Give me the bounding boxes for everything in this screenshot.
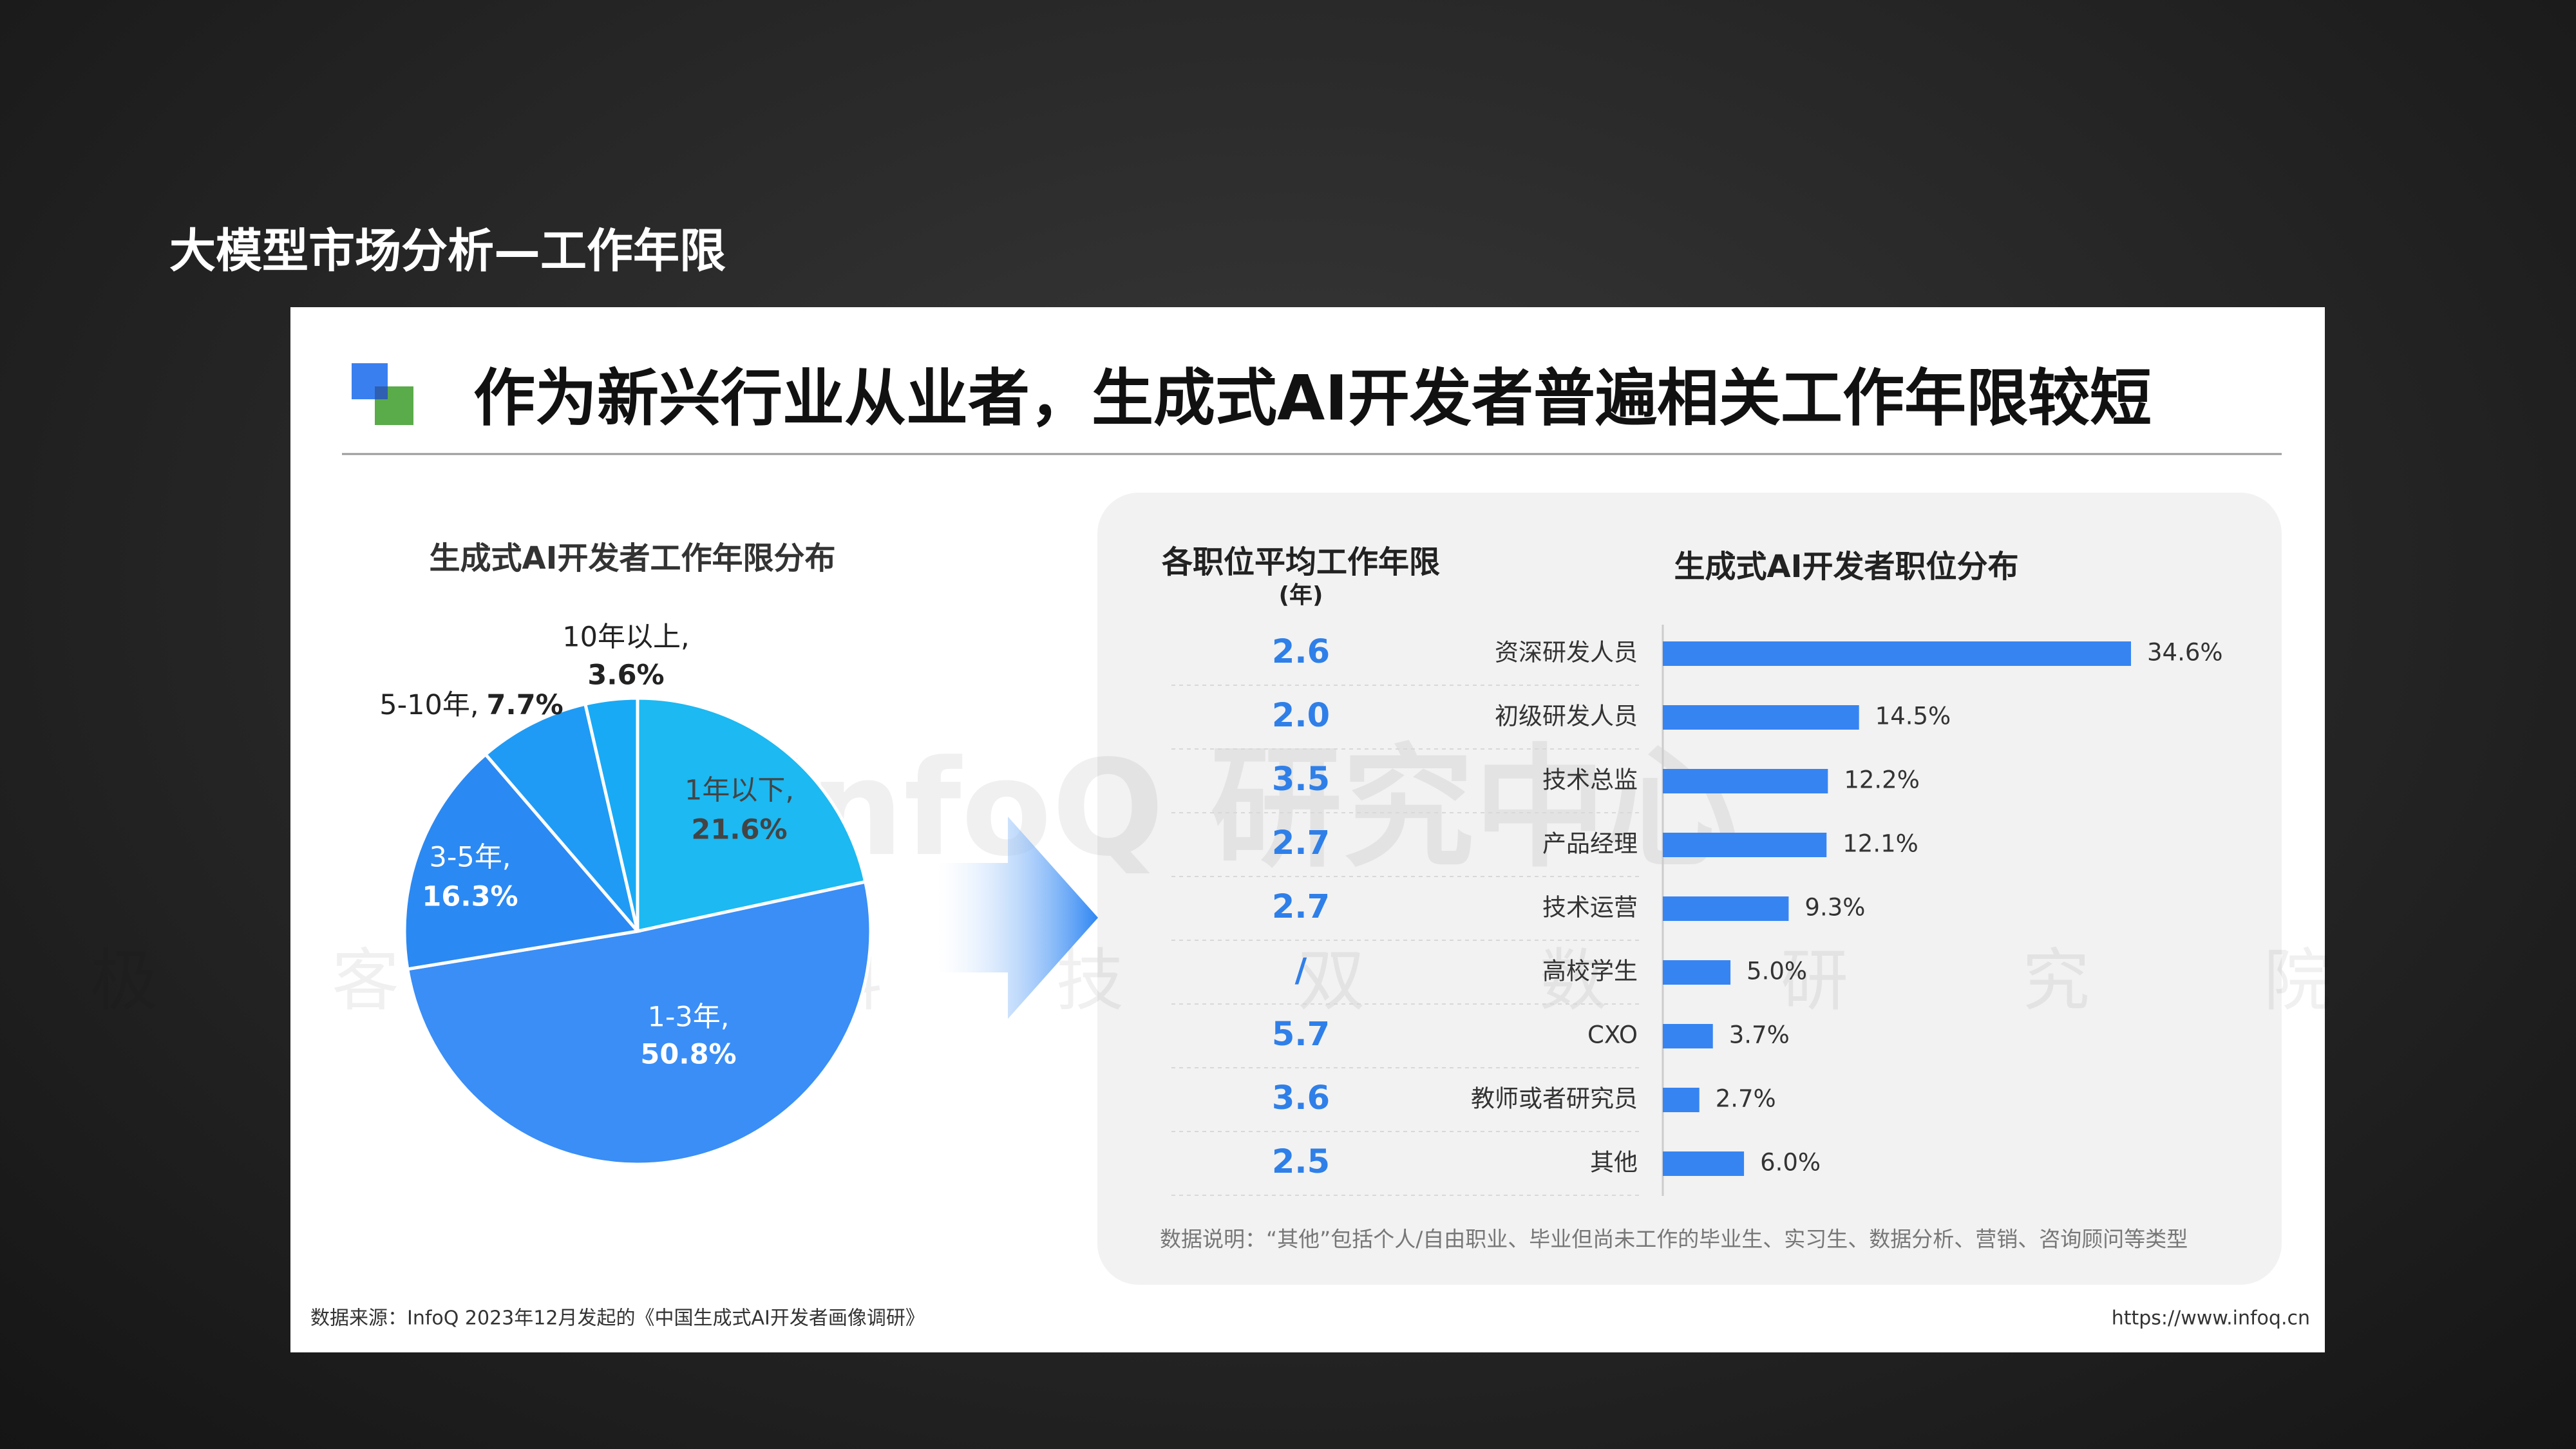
slice-category: 10年以上, (562, 621, 689, 654)
slice-category: 3-5年, (430, 842, 511, 874)
bar (1663, 960, 1731, 985)
bar-value-label: 5.0% (1747, 958, 1807, 985)
bar-category: 初级研发人员 (1495, 703, 1638, 730)
pie-slice (402, 752, 641, 971)
bar (1663, 1088, 1700, 1112)
avg-years: 5.7 (1272, 1016, 1330, 1054)
bar (1663, 833, 1827, 857)
slice-value: 3.6% (587, 659, 664, 692)
chart-title: 生成式AI开发者工作年限分布 (429, 540, 835, 576)
headline: 作为新兴行业从业者，生成式AI开发者普遍相关工作年限较短 (473, 362, 2152, 434)
bar-category: 高校学生 (1542, 958, 1638, 985)
bar-value-label: 12.1% (1842, 830, 1918, 858)
bar-category: 教师或者研究员 (1471, 1085, 1638, 1113)
pie-slice (483, 702, 639, 933)
source: 数据来源：InfoQ 2023年12月发起的《中国生成式AI开发者画像调研》 (310, 1307, 925, 1330)
icon-overlap (375, 386, 388, 399)
slice-label: 5-10年, 7.7% (379, 689, 564, 721)
avg-years: / (1295, 952, 1307, 990)
arrow (937, 817, 1098, 1019)
slice-category: 1-3年, (648, 1001, 730, 1034)
bar (1663, 896, 1789, 921)
page-title: 大模型市场分析—工作年限 (169, 224, 726, 278)
pie-slice (636, 696, 867, 934)
avg-years: 2.5 (1272, 1143, 1330, 1181)
url: https://www.infoq.cn (2112, 1307, 2310, 1330)
avg-years: 3.6 (1272, 1079, 1330, 1117)
avg-years: 2.0 (1272, 697, 1330, 735)
bar-category: CXO (1587, 1021, 1638, 1049)
avg-years: 2.7 (1272, 888, 1330, 926)
chart-title: 生成式AI开发者职位分布 (1674, 549, 2018, 585)
bar-category: 资深研发人员 (1495, 639, 1638, 667)
bar-value-label: 14.5% (1875, 703, 1951, 730)
note: 数据说明：“其他”包括个人/自由职业、毕业但尚未工作的毕业生、实习生、数据分析、… (1160, 1227, 2188, 1252)
bar (1663, 1151, 1745, 1176)
slice-value: 21.6% (691, 814, 787, 846)
avg-years: 2.6 (1272, 633, 1330, 671)
bar (1663, 641, 2131, 666)
pie-slice (583, 696, 639, 932)
avg-years: 3.5 (1272, 761, 1330, 799)
column-title: 各职位平均工作年限 (1162, 544, 1440, 580)
slice-category: 1年以下, (685, 775, 794, 807)
slice-value: 7.7% (487, 689, 564, 721)
bar (1663, 705, 1859, 730)
bar (1663, 1024, 1713, 1048)
bar-value-label: 34.6% (2147, 639, 2223, 667)
bar-value-label: 2.7% (1716, 1085, 1776, 1113)
avg-years: 2.7 (1272, 824, 1330, 862)
slice-category: 5-10年, (379, 689, 478, 721)
bar-value-label: 3.7% (1729, 1021, 1790, 1049)
slice-value: 50.8% (640, 1039, 736, 1071)
bar-panel (1097, 493, 2282, 1285)
slice-value: 16.3% (422, 881, 518, 913)
bar-value-label: 9.3% (1804, 894, 1865, 922)
bar-category: 产品经理 (1542, 830, 1638, 858)
bar-category: 技术总监 (1542, 766, 1638, 794)
bar-value-label: 6.0% (1760, 1149, 1821, 1177)
column-unit: (年) (1279, 582, 1323, 609)
bar (1663, 769, 1828, 793)
bar-category: 其他 (1590, 1149, 1638, 1177)
bar-category: 技术运营 (1542, 894, 1638, 922)
bar-value-label: 12.2% (1844, 766, 1920, 794)
pie-slice (405, 880, 873, 1166)
watermark: InfoQ 研究中心 (761, 732, 1738, 886)
